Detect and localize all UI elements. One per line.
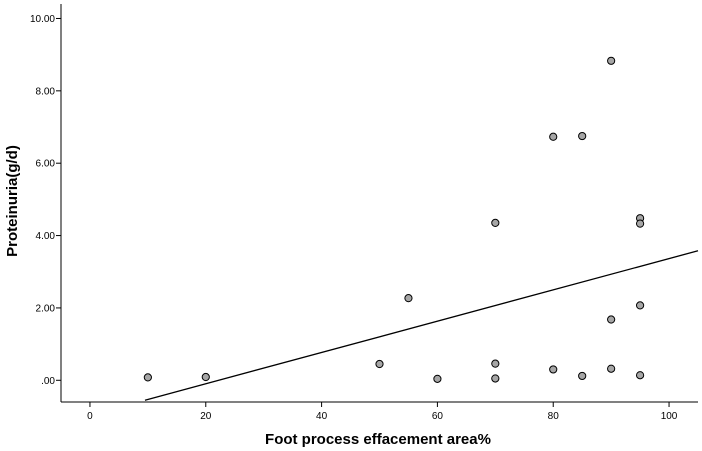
axes — [60, 4, 698, 403]
data-point — [375, 359, 384, 369]
data-point — [491, 218, 500, 227]
y-tick-label: 8.00 — [36, 86, 56, 97]
data-point — [578, 371, 587, 381]
x-axis-title: Foot process effacement area% — [265, 431, 491, 448]
regression-line — [144, 250, 699, 401]
data-point — [143, 373, 152, 382]
data-point — [635, 219, 645, 228]
plot-area — [143, 56, 699, 401]
data-point — [635, 301, 645, 310]
data-point — [491, 374, 500, 383]
x-tick-label: 20 — [200, 411, 212, 422]
data-point — [549, 132, 558, 141]
data-point — [635, 371, 645, 380]
y-tick-label: 4.00 — [36, 231, 56, 242]
y-tick-label: 2.00 — [36, 303, 56, 314]
x-ticks: 0 20 40 60 80 100 — [87, 402, 678, 422]
data-point — [607, 315, 616, 324]
data-point — [491, 359, 500, 368]
y-axis-title: Proteinuria(g/d) — [4, 145, 21, 257]
data-point — [578, 131, 587, 141]
x-tick-label: 0 — [87, 411, 93, 422]
x-tick-label: 60 — [432, 411, 444, 422]
data-point — [607, 56, 616, 65]
y-tick-label: .00 — [41, 376, 55, 387]
y-ticks: .00 2.00 4.00 6.00 8.00 10.00 — [30, 14, 61, 387]
data-point — [433, 374, 442, 383]
data-points — [143, 56, 645, 383]
data-point — [549, 365, 558, 374]
y-tick-label: 10.00 — [30, 14, 55, 25]
data-point — [404, 294, 413, 303]
data-point — [201, 372, 210, 382]
y-tick-label: 6.00 — [36, 159, 56, 170]
x-tick-label: 40 — [316, 411, 328, 422]
x-tick-label: 100 — [661, 411, 678, 422]
data-point — [607, 364, 616, 373]
x-tick-label: 80 — [548, 411, 560, 422]
